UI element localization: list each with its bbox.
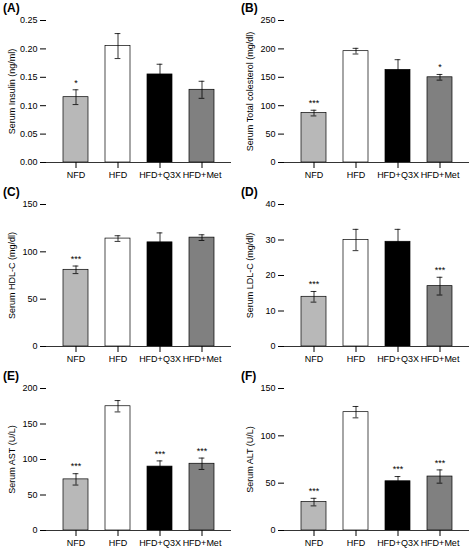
svg-text:***: *** <box>309 486 320 496</box>
svg-text:HFD: HFD <box>347 538 366 548</box>
svg-text:0: 0 <box>270 157 275 167</box>
svg-text:HFD+Met: HFD+Met <box>183 170 222 180</box>
html-text:(A): (A) <box>3 1 20 15</box>
svg-text:*: * <box>74 78 78 88</box>
svg-text:30: 30 <box>265 235 275 245</box>
svg-text:50: 50 <box>27 294 37 304</box>
svg-text:0: 0 <box>32 525 37 535</box>
svg-text:200: 200 <box>22 383 37 393</box>
svg-text:Serum AST (U/L): Serum AST (U/L) <box>7 425 17 493</box>
svg-text:100: 100 <box>260 431 275 441</box>
svg-text:HFD+Q3X: HFD+Q3X <box>139 538 181 548</box>
svg-text:0.15: 0.15 <box>20 72 38 82</box>
svg-text:100: 100 <box>22 247 37 257</box>
svg-text:HFD+Met: HFD+Met <box>421 354 460 364</box>
svg-text:HFD: HFD <box>109 170 128 180</box>
svg-text:***: *** <box>71 461 82 471</box>
svg-text:***: *** <box>197 446 208 456</box>
svg-text:Serum Total colesterol (mg/dl): Serum Total colesterol (mg/dl) <box>245 32 255 151</box>
svg-text:250: 250 <box>260 15 275 25</box>
svg-text:***: *** <box>155 449 166 459</box>
svg-text:***: *** <box>309 98 320 108</box>
svg-text:NFD: NFD <box>67 354 86 364</box>
svg-text:HFD+Met: HFD+Met <box>421 170 460 180</box>
svg-text:0.00: 0.00 <box>20 157 38 167</box>
svg-text:HFD+Q3X: HFD+Q3X <box>377 170 419 180</box>
html-text:(B): (B) <box>241 1 258 15</box>
svg-text:***: *** <box>393 464 404 474</box>
svg-text:NFD: NFD <box>305 354 324 364</box>
svg-text:0: 0 <box>270 525 275 535</box>
svg-text:NFD: NFD <box>67 538 86 548</box>
svg-text:HFD+Q3X: HFD+Q3X <box>139 354 181 364</box>
svg-text:NFD: NFD <box>67 170 86 180</box>
svg-text:Serum Insulin (ng/ml): Serum Insulin (ng/ml) <box>7 49 17 135</box>
svg-text:NFD: NFD <box>305 170 324 180</box>
svg-text:HFD+Met: HFD+Met <box>183 538 222 548</box>
html-text:(E): (E) <box>3 369 19 383</box>
svg-text:0: 0 <box>270 341 275 351</box>
svg-text:HFD+Q3X: HFD+Q3X <box>377 354 419 364</box>
svg-text:200: 200 <box>260 44 275 54</box>
svg-text:150: 150 <box>260 72 275 82</box>
svg-text:150: 150 <box>22 199 37 209</box>
svg-text:***: *** <box>71 254 82 264</box>
svg-text:100: 100 <box>260 101 275 111</box>
svg-text:HFD: HFD <box>109 538 128 548</box>
svg-text:HFD: HFD <box>347 354 366 364</box>
svg-text:HFD: HFD <box>347 170 366 180</box>
svg-text:100: 100 <box>22 454 37 464</box>
svg-text:150: 150 <box>260 383 275 393</box>
svg-text:0.25: 0.25 <box>20 15 38 25</box>
svg-text:50: 50 <box>265 129 275 139</box>
html-text:(D): (D) <box>241 185 258 199</box>
svg-text:NFD: NFD <box>305 538 324 548</box>
svg-text:***: *** <box>435 265 446 275</box>
html-text:(C): (C) <box>3 185 20 199</box>
svg-text:10: 10 <box>265 306 275 316</box>
html-text:(F): (F) <box>241 369 257 383</box>
svg-text:50: 50 <box>265 478 275 488</box>
svg-text:HFD+Met: HFD+Met <box>421 538 460 548</box>
svg-text:HFD: HFD <box>109 354 128 364</box>
svg-text:0.05: 0.05 <box>20 129 38 139</box>
svg-text:0.20: 0.20 <box>20 44 38 54</box>
svg-text:50: 50 <box>27 490 37 500</box>
svg-text:HFD+Met: HFD+Met <box>183 354 222 364</box>
svg-text:HFD+Q3X: HFD+Q3X <box>139 170 181 180</box>
svg-text:*: * <box>438 62 442 72</box>
svg-text:***: *** <box>435 458 446 468</box>
svg-text:Serum HDL-C (mg/dl): Serum HDL-C (mg/dl) <box>7 232 17 319</box>
svg-text:***: *** <box>309 279 320 289</box>
svg-text:150: 150 <box>22 419 37 429</box>
svg-text:40: 40 <box>265 199 275 209</box>
svg-text:0: 0 <box>32 341 37 351</box>
svg-text:0.10: 0.10 <box>20 101 38 111</box>
svg-text:20: 20 <box>265 270 275 280</box>
svg-text:Serum ALT (U/L): Serum ALT (U/L) <box>245 426 255 493</box>
svg-text:Serum LDL-C (mg/dl): Serum LDL-C (mg/dl) <box>245 233 255 319</box>
svg-text:HFD+Q3X: HFD+Q3X <box>377 538 419 548</box>
